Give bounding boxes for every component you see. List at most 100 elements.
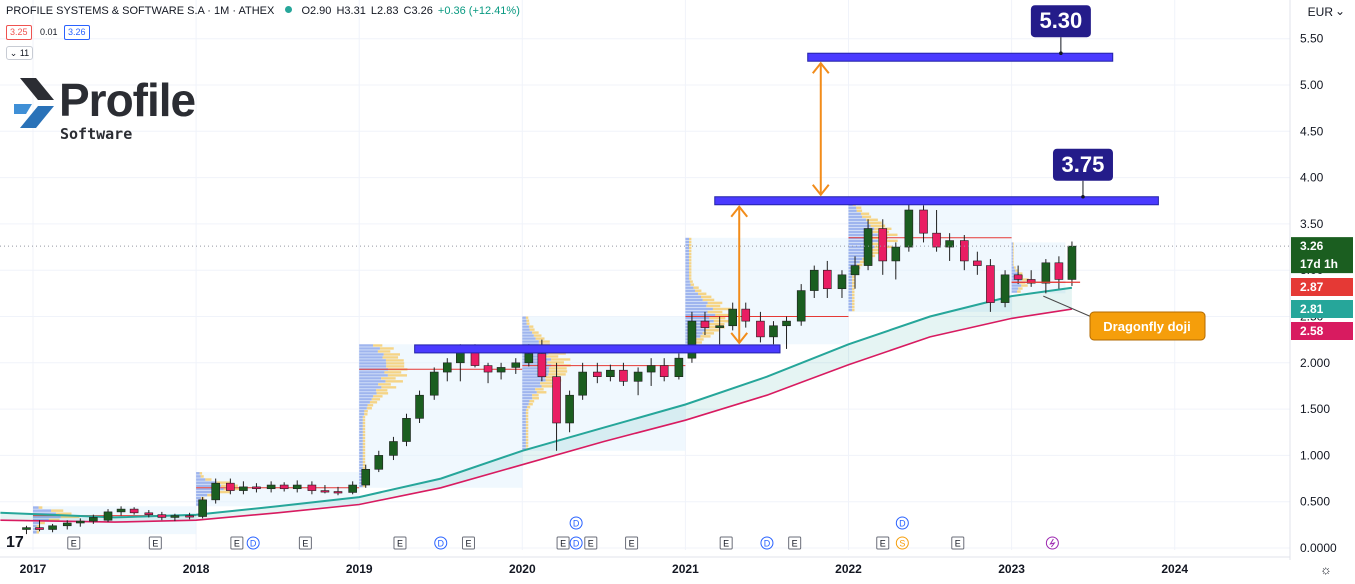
candle[interactable]	[239, 481, 248, 495]
candle[interactable]	[333, 486, 343, 496]
currency-chevron-icon[interactable]: ⌄	[1334, 4, 1345, 18]
candle[interactable]	[307, 481, 317, 495]
event-marker[interactable]: E	[876, 536, 890, 550]
candle[interactable]	[496, 362, 506, 380]
candle[interactable]	[402, 413, 411, 447]
event-marker[interactable]: E	[584, 536, 598, 550]
candle[interactable]	[292, 480, 302, 493]
event-marker[interactable]: D	[760, 536, 774, 550]
candle[interactable]	[619, 362, 628, 386]
candle[interactable]	[932, 210, 941, 252]
candle[interactable]	[593, 362, 602, 384]
event-marker[interactable]: D	[895, 516, 909, 530]
candle[interactable]	[796, 284, 806, 326]
candle[interactable]	[769, 321, 778, 345]
event-marker[interactable]: E	[67, 536, 81, 550]
resistance-band[interactable]: 3.75	[714, 148, 1159, 206]
candle[interactable]	[741, 302, 751, 328]
candle[interactable]	[878, 219, 888, 275]
bid-box[interactable]: 3.25	[6, 25, 32, 40]
candle[interactable]	[157, 511, 167, 521]
event-marker[interactable]: S	[895, 536, 909, 550]
candle[interactable]	[483, 362, 493, 384]
candle[interactable]	[919, 205, 928, 243]
event-marker[interactable]	[1045, 536, 1059, 550]
candle[interactable]	[700, 311, 710, 336]
candle[interactable]	[960, 235, 969, 271]
candle[interactable]	[850, 256, 860, 289]
candle[interactable]	[103, 509, 113, 523]
candle[interactable]	[565, 390, 574, 433]
candle[interactable]	[1041, 259, 1051, 294]
candle[interactable]	[442, 358, 452, 382]
candle[interactable]	[170, 513, 180, 522]
candle[interactable]	[756, 311, 765, 343]
event-marker[interactable]: E	[719, 536, 733, 550]
measure-arrow[interactable]	[811, 61, 830, 197]
candle[interactable]	[809, 265, 819, 298]
candle[interactable]	[429, 367, 439, 400]
candle[interactable]	[198, 497, 207, 519]
candle[interactable]	[646, 358, 656, 386]
candle[interactable]	[863, 219, 873, 271]
candle[interactable]	[606, 364, 615, 382]
candle[interactable]	[22, 525, 31, 535]
candle[interactable]	[35, 520, 44, 532]
event-marker[interactable]: E	[625, 536, 639, 550]
candle[interactable]	[389, 436, 398, 461]
symbol-header[interactable]: PROFILE SYSTEMS & SOFTWARE S.A · 1M · AT…	[6, 5, 522, 17]
event-marker[interactable]: E	[788, 536, 802, 550]
candle[interactable]	[891, 242, 901, 280]
candle[interactable]	[578, 362, 587, 400]
candle[interactable]	[266, 481, 276, 493]
candle[interactable]	[129, 507, 139, 515]
candle[interactable]	[822, 260, 832, 298]
candle[interactable]	[185, 512, 194, 520]
candle[interactable]	[320, 485, 330, 494]
candle[interactable]	[782, 316, 791, 349]
currency-label[interactable]: EUR	[1307, 5, 1333, 19]
event-marker[interactable]: D	[569, 516, 583, 530]
ema-slow-line[interactable]	[0, 308, 1073, 523]
symbol-title[interactable]: PROFILE SYSTEMS & SOFTWARE S.A · 1M · AT…	[6, 5, 275, 17]
candle[interactable]	[728, 302, 737, 331]
event-marker[interactable]: E	[230, 536, 244, 550]
event-marker[interactable]: D	[246, 536, 260, 550]
candle[interactable]	[715, 316, 724, 345]
candle[interactable]	[633, 367, 643, 396]
candle[interactable]	[361, 464, 371, 488]
candle[interactable]	[945, 233, 954, 261]
candle[interactable]	[552, 362, 561, 451]
candle[interactable]	[511, 358, 521, 374]
candle[interactable]	[904, 203, 914, 252]
event-marker[interactable]: E	[461, 536, 475, 550]
resistance-band[interactable]	[414, 344, 781, 354]
measure-arrow[interactable]	[730, 205, 749, 345]
event-marker[interactable]: D	[569, 536, 583, 550]
candle[interactable]	[89, 514, 98, 524]
candle[interactable]	[415, 390, 424, 423]
candle[interactable]	[1054, 256, 1064, 289]
event-marker[interactable]: E	[148, 536, 162, 550]
candle[interactable]	[674, 353, 684, 380]
candle[interactable]	[1013, 265, 1023, 285]
event-marker[interactable]: E	[393, 536, 407, 550]
candle[interactable]	[687, 311, 697, 363]
dragonfly-doji-annotation[interactable]: Dragonfly doji	[1043, 295, 1206, 341]
resistance-band[interactable]: 5.30	[807, 5, 1114, 62]
event-marker[interactable]: E	[298, 536, 312, 550]
candle[interactable]	[226, 478, 235, 495]
candle[interactable]	[75, 518, 85, 527]
candle[interactable]	[1000, 270, 1010, 308]
event-marker[interactable]: E	[556, 536, 570, 550]
candle[interactable]	[374, 450, 384, 473]
candle[interactable]	[973, 251, 982, 275]
candle[interactable]	[116, 506, 126, 516]
gear-icon[interactable]: ☼	[1320, 562, 1332, 577]
candle[interactable]	[986, 259, 995, 312]
ask-box[interactable]: 3.26	[64, 25, 90, 40]
ema-fast-line[interactable]	[0, 286, 1073, 519]
candle[interactable]	[144, 510, 154, 518]
candle[interactable]	[252, 483, 261, 493]
